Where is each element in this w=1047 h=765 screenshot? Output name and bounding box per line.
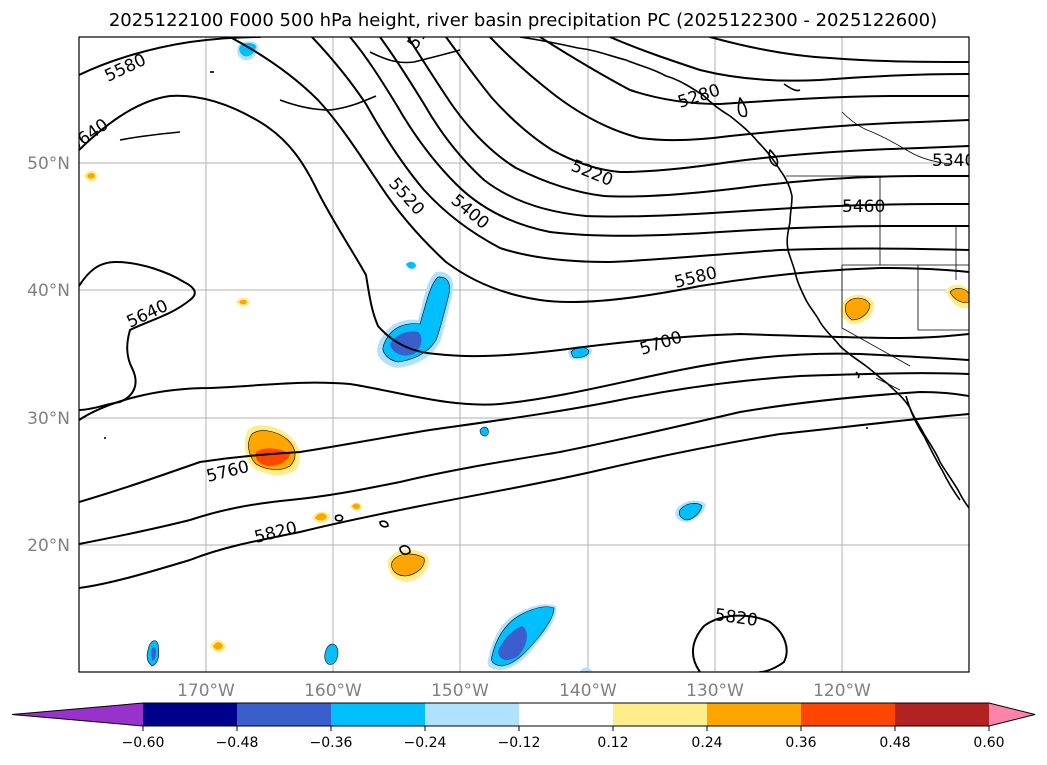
colorbar-tick-label: −0.36 <box>310 735 353 751</box>
lon-label: 170°W <box>177 681 235 701</box>
map-panel: 5580 5640 5640 5760 5820 5520 5400 5220 … <box>27 36 975 701</box>
figure-title: 2025122100 F000 500 hPa height, river ba… <box>109 10 937 31</box>
lon-label: 160°W <box>304 681 362 701</box>
colorbar-segment <box>425 703 520 726</box>
colorbar-tick-label: 0.60 <box>973 735 1004 751</box>
colorbar-tick-label: 0.36 <box>785 735 816 751</box>
colorbar-segment <box>989 703 1035 726</box>
contour-label: 5340 <box>932 151 975 171</box>
colorbar-tick-label: 0.24 <box>691 735 722 751</box>
colorbar-tick-label: 0.48 <box>879 735 910 751</box>
map-content: 5580 5640 5640 5760 5820 5520 5400 5220 … <box>79 37 975 672</box>
colorbar-tick-label: −0.48 <box>216 735 259 751</box>
precipitation-shading <box>84 41 969 672</box>
lon-label: 140°W <box>559 681 617 701</box>
colorbar-segment <box>143 703 238 726</box>
lat-label: 20°N <box>27 536 70 556</box>
lon-label: 120°W <box>813 681 871 701</box>
colorbar-tick-label: 0.12 <box>597 735 628 751</box>
latitude-labels: 50°N 40°N 30°N 20°N <box>27 154 70 556</box>
colorbar: −0.60 −0.48 −0.36 −0.24 −0.12 0.12 0.24 0.36 0.4… <box>11 702 1036 751</box>
colorbar-segment <box>801 703 896 726</box>
colorbar-segment <box>237 703 332 726</box>
colorbar-segment <box>895 703 990 726</box>
colorbar-tick-label: −0.24 <box>404 735 447 751</box>
colorbar-segment <box>707 703 802 726</box>
lon-label: 130°W <box>686 681 744 701</box>
contour-label: 5460 <box>842 197 885 217</box>
colorbar-segment <box>331 703 426 726</box>
lat-label: 40°N <box>27 281 70 301</box>
longitude-labels: 170°W 160°W 150°W 140°W 130°W 120°W <box>177 681 871 701</box>
colorbar-tick-label: −0.60 <box>122 735 165 751</box>
colorbar-segment <box>519 703 614 726</box>
lon-label: 150°W <box>431 681 489 701</box>
map-frame <box>78 36 970 673</box>
lat-label: 50°N <box>27 154 70 174</box>
colorbar-tick-label: −0.12 <box>498 735 541 751</box>
colorbar-segment <box>613 703 708 726</box>
lat-label: 30°N <box>27 409 70 429</box>
height-contours <box>79 37 969 672</box>
colorbar-segment <box>12 703 143 726</box>
